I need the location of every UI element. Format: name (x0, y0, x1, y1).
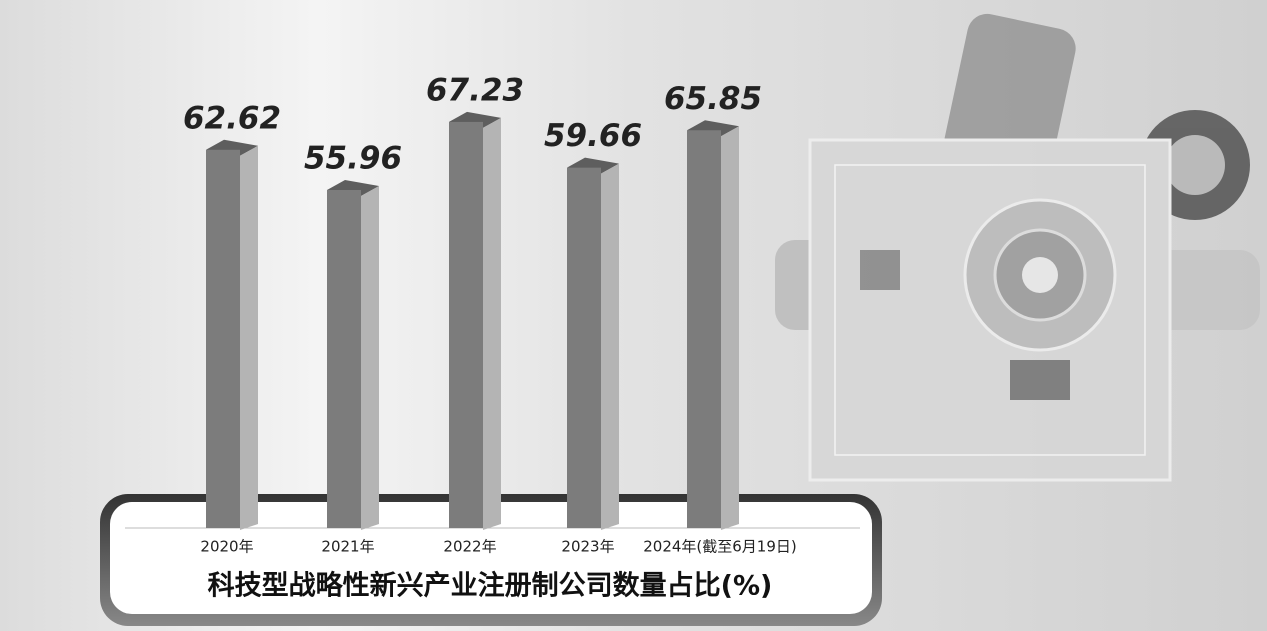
bar-side (721, 126, 739, 531)
x-tick-label: 2023年 (561, 538, 614, 556)
value-label: 65.85 (664, 81, 762, 117)
x-tick-label: 2021年 (321, 538, 374, 556)
panel (100, 494, 882, 626)
decor-camera (775, 13, 1260, 482)
chart-title: 科技型战略性新兴产业注册制公司数量占比(%) (208, 570, 773, 602)
bars: 2020年 62.62 2021年 55.96 2022年 67.23 2023年 59.66… (183, 72, 797, 555)
bar-side (240, 145, 258, 530)
bar-side (361, 186, 379, 531)
bar (206, 149, 240, 528)
value-label: 67.23 (426, 72, 524, 108)
bar (449, 121, 483, 529)
value-label: 59.66 (544, 118, 642, 154)
x-tick-label: 2022年 (443, 538, 496, 556)
bar (687, 130, 721, 529)
x-tick-label: 2024年(截至6月19日) (643, 538, 797, 556)
bar-side (601, 163, 619, 530)
bar (567, 167, 601, 528)
value-label: 62.62 (183, 100, 281, 136)
bar-side (483, 117, 501, 531)
value-label: 55.96 (304, 141, 402, 177)
x-tick-label: 2020年 (200, 538, 253, 556)
bar (327, 190, 361, 529)
